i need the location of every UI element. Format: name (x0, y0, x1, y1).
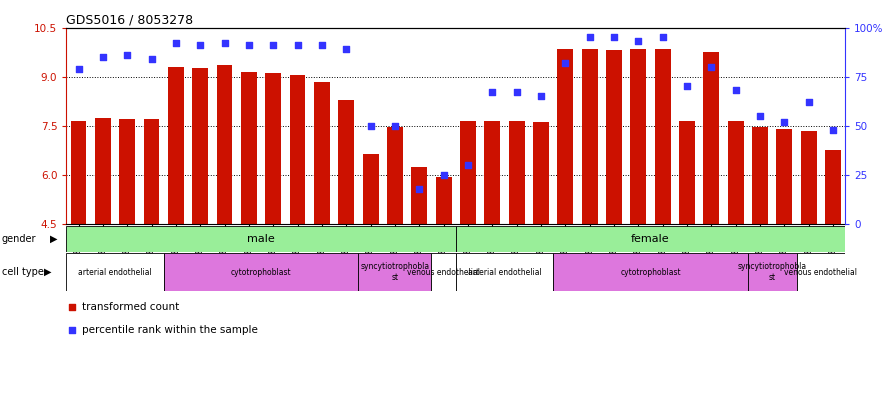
Point (339, 46, 353, 52)
Text: syncytiotrophobla
st: syncytiotrophobla st (360, 263, 429, 282)
Text: venous endothelial: venous endothelial (407, 268, 480, 277)
Point (72, 66, 86, 72)
Bar (241, 72, 257, 224)
Point (169, 40, 183, 46)
Bar (387, 127, 403, 224)
Text: venous endothelial: venous endothelial (784, 268, 858, 277)
Bar (338, 99, 354, 224)
Text: cytotrophoblast: cytotrophoblast (620, 268, 681, 277)
Text: ▶: ▶ (50, 234, 58, 244)
Bar (358, 253, 431, 291)
Point (388, 123, 402, 129)
Point (461, 162, 475, 168)
Bar (456, 253, 553, 291)
Bar (553, 253, 748, 291)
Text: transformed count: transformed count (82, 301, 179, 312)
Bar (630, 49, 646, 224)
Point (412, 185, 427, 192)
Point (826, 127, 840, 133)
Point (65, 303, 80, 310)
Bar (460, 121, 476, 224)
Point (315, 42, 329, 48)
Point (290, 42, 304, 48)
Bar (484, 121, 500, 224)
Bar (581, 49, 597, 224)
Bar (679, 121, 695, 224)
Text: male: male (247, 234, 275, 244)
Bar (314, 82, 330, 224)
Text: arterial endothelial: arterial endothelial (78, 268, 152, 277)
Bar (558, 49, 573, 224)
Bar (435, 176, 451, 224)
Point (485, 89, 499, 95)
Bar (606, 50, 622, 224)
Bar (825, 150, 841, 224)
Bar (748, 253, 796, 291)
Point (558, 60, 573, 66)
Bar (164, 253, 358, 291)
Point (728, 87, 743, 94)
Point (65, 327, 80, 333)
Bar (168, 67, 184, 224)
Text: cell type: cell type (2, 267, 43, 277)
Bar (289, 75, 305, 224)
Bar (412, 167, 427, 224)
Point (704, 64, 719, 70)
Point (120, 52, 135, 58)
Point (364, 123, 378, 129)
Bar (266, 73, 281, 224)
Text: percentile rank within the sample: percentile rank within the sample (82, 325, 258, 335)
Text: cytotrophoblast: cytotrophoblast (231, 268, 291, 277)
Bar (752, 127, 768, 224)
Bar (655, 49, 671, 224)
Bar (66, 253, 164, 291)
Text: arterial endothelial: arterial endothelial (467, 268, 542, 277)
Point (582, 34, 596, 40)
Point (753, 113, 767, 119)
Bar (533, 123, 549, 224)
Point (802, 99, 816, 105)
Bar (509, 121, 525, 224)
Bar (363, 154, 379, 224)
Bar (143, 119, 159, 224)
Text: gender: gender (2, 234, 36, 244)
Bar (192, 68, 208, 224)
Text: female: female (631, 234, 670, 244)
Bar (727, 121, 743, 224)
Point (218, 40, 232, 46)
Point (242, 42, 256, 48)
Point (680, 83, 694, 90)
Bar (796, 253, 845, 291)
Point (436, 172, 450, 178)
Bar (801, 130, 817, 224)
Point (193, 42, 207, 48)
Text: syncytiotrophobla
st: syncytiotrophobla st (737, 263, 807, 282)
Bar (217, 65, 233, 224)
Point (96, 54, 110, 60)
Point (777, 119, 791, 125)
Point (266, 42, 281, 48)
Bar (456, 226, 845, 252)
Point (656, 34, 670, 40)
Point (631, 38, 645, 44)
Text: ▶: ▶ (44, 267, 51, 277)
Point (534, 93, 548, 99)
Bar (71, 121, 87, 224)
Bar (66, 226, 456, 252)
Bar (119, 119, 135, 224)
Point (510, 89, 524, 95)
Bar (776, 129, 792, 224)
Point (144, 56, 158, 62)
Bar (704, 52, 720, 224)
Bar (95, 118, 111, 224)
Point (607, 34, 621, 40)
Bar (431, 253, 456, 291)
Text: GDS5016 / 8053278: GDS5016 / 8053278 (66, 13, 194, 26)
